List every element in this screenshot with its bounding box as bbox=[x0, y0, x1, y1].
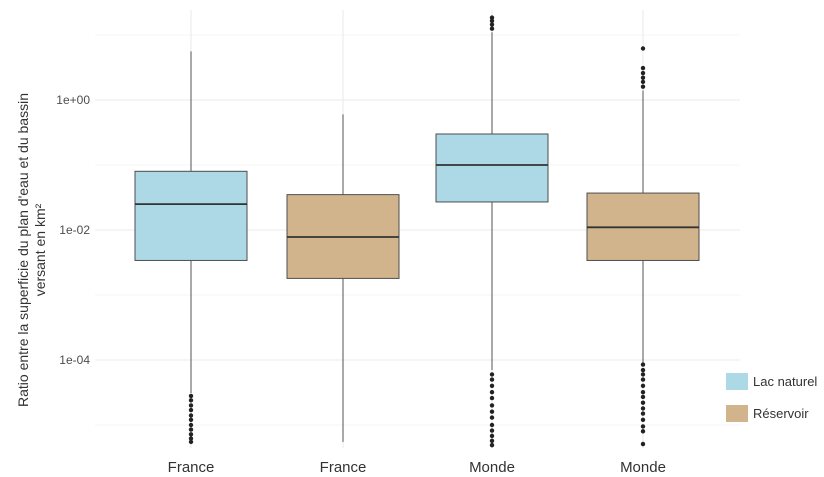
outlier-point bbox=[640, 406, 646, 411]
x-category-label: France bbox=[168, 459, 215, 476]
x-category-label: France bbox=[320, 459, 367, 476]
y-tick-label: 1e+00 bbox=[56, 93, 90, 107]
legend: Lac naturel Réservoir bbox=[726, 373, 817, 422]
outlier-point bbox=[489, 409, 495, 414]
x-axis-labels: France France Monde Monde bbox=[168, 459, 666, 476]
box-3 bbox=[435, 15, 549, 448]
outlier-point bbox=[640, 394, 646, 400]
outlier-point bbox=[640, 70, 646, 76]
box-body bbox=[134, 170, 248, 261]
outlier-point bbox=[188, 427, 194, 432]
y-tick-label: 1e-02 bbox=[59, 223, 90, 237]
outlier-point bbox=[489, 383, 495, 389]
y-axis-ticks: 1e+00 1e-02 1e-04 bbox=[56, 93, 90, 367]
outlier-point bbox=[188, 393, 194, 399]
boxplots bbox=[134, 15, 700, 448]
outlier-point bbox=[489, 415, 495, 420]
outlier-point bbox=[640, 377, 646, 382]
outlier-point bbox=[489, 18, 495, 24]
outlier-point bbox=[489, 377, 495, 382]
outlier-point bbox=[188, 407, 194, 413]
outlier-point bbox=[188, 417, 194, 423]
box-4 bbox=[586, 46, 700, 447]
outlier-point bbox=[188, 413, 194, 418]
box-1 bbox=[134, 51, 248, 445]
outlier-point bbox=[640, 417, 646, 423]
outlier-point bbox=[489, 15, 495, 20]
outlier-point bbox=[640, 367, 646, 373]
outlier-point bbox=[640, 65, 646, 71]
outlier-point bbox=[188, 403, 194, 408]
outlier-point bbox=[188, 422, 194, 428]
outlier-point bbox=[489, 22, 495, 27]
outlier-point bbox=[489, 428, 495, 433]
outlier-point bbox=[640, 400, 646, 405]
outlier-point bbox=[489, 442, 495, 448]
outlier-point bbox=[640, 84, 646, 89]
outlier-point bbox=[489, 433, 495, 439]
outlier-point bbox=[489, 422, 495, 428]
box-body bbox=[435, 133, 549, 203]
legend-label: Lac naturel bbox=[753, 374, 817, 389]
x-category-label: Monde bbox=[469, 459, 515, 476]
outlier-point bbox=[640, 383, 646, 389]
outlier-point bbox=[188, 436, 194, 441]
outlier-point bbox=[188, 398, 194, 403]
outlier-point bbox=[640, 389, 646, 395]
outlier-point bbox=[640, 79, 646, 85]
y-axis-title-line-2: versant en km² bbox=[32, 203, 48, 296]
box-2 bbox=[286, 114, 400, 442]
outlier-point bbox=[188, 432, 194, 437]
legend-swatch bbox=[726, 373, 748, 390]
outlier-point bbox=[640, 75, 646, 80]
outlier-point bbox=[489, 438, 495, 444]
outlier-point bbox=[640, 411, 646, 416]
y-tick-label: 1e-04 bbox=[59, 353, 90, 367]
outlier-point bbox=[489, 372, 495, 377]
legend-label: Réservoir bbox=[753, 406, 809, 421]
outlier-point bbox=[489, 389, 495, 395]
outlier-point bbox=[489, 403, 495, 408]
x-category-label: Monde bbox=[620, 459, 666, 476]
outlier-point bbox=[489, 26, 495, 31]
outlier-point bbox=[640, 362, 646, 367]
outlier-point bbox=[640, 429, 646, 434]
outlier-point bbox=[640, 46, 646, 51]
outlier-point bbox=[640, 441, 646, 447]
outlier-point bbox=[640, 372, 646, 377]
legend-swatch bbox=[726, 405, 748, 422]
y-axis-title-line-1: Ratio entre la superficie du plan d'eau … bbox=[15, 93, 31, 407]
outlier-point bbox=[640, 424, 646, 429]
outlier-point bbox=[489, 395, 495, 401]
outlier-point bbox=[188, 439, 194, 445]
